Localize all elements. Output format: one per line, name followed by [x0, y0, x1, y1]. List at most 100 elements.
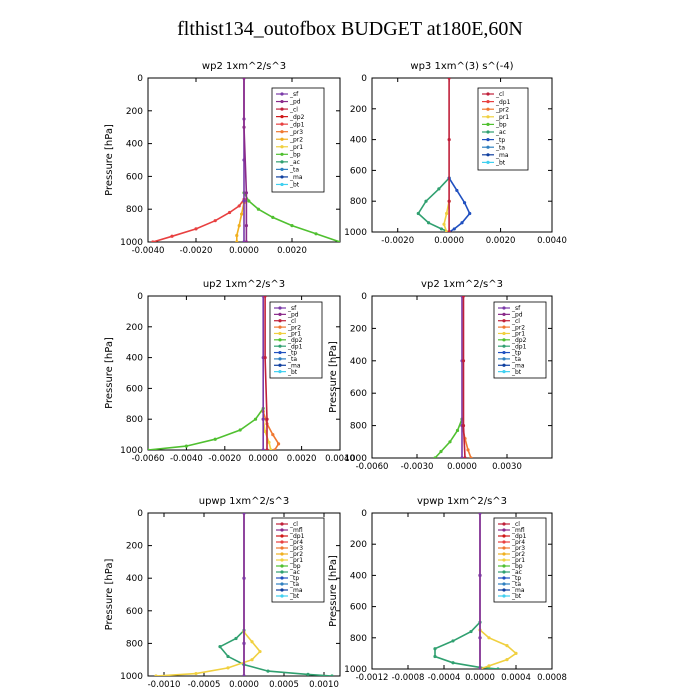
series-point	[447, 138, 451, 142]
chart-title: wp3 1xm^(3) s^(-4)	[410, 61, 513, 72]
legend-entry: _tp	[511, 575, 521, 582]
series-point	[439, 449, 443, 454]
series-point	[263, 296, 267, 298]
series-point	[505, 644, 509, 648]
y-tick-label: 600	[350, 603, 367, 613]
legend-entry: _pr2	[511, 324, 525, 331]
series-point	[218, 645, 222, 649]
y-tick-label: 200	[350, 105, 367, 115]
legend-marker	[280, 115, 284, 119]
series-group	[416, 78, 472, 232]
series-point	[240, 212, 244, 216]
legend-entry: _pr1	[495, 114, 509, 121]
series-point	[242, 576, 246, 580]
y-tick-label: 600	[126, 384, 143, 394]
y-tick-label: 800	[350, 422, 367, 432]
series-point	[314, 232, 318, 236]
legend-marker	[486, 160, 490, 164]
x-tick-label: 0.0040	[325, 454, 355, 464]
y-tick-label: 800	[350, 197, 367, 207]
y-axis-label: Pressure [hPa]	[328, 555, 339, 627]
legend-marker	[502, 522, 506, 526]
series-line-dp2	[148, 407, 264, 450]
series-point	[265, 448, 269, 450]
y-tick-label: 1000	[120, 238, 143, 248]
legend-marker	[280, 160, 284, 164]
x-tick-label: 0.0000	[229, 246, 259, 256]
series-point	[505, 658, 509, 662]
series-point	[258, 649, 262, 654]
series-point	[330, 674, 334, 676]
series-point	[462, 201, 467, 205]
series-point	[469, 629, 473, 634]
x-tick-label: -0.0020	[208, 454, 241, 464]
series-point	[226, 654, 230, 659]
legend-entry: _pr2	[495, 106, 509, 113]
legend-entry: _ta	[289, 167, 299, 174]
series-point	[247, 199, 251, 203]
legend-entry: _pr3	[289, 545, 303, 552]
legend-marker	[280, 99, 284, 104]
y-tick-label: 400	[350, 357, 367, 367]
legend-entry: _dp1	[289, 533, 305, 540]
y-tick-label: 400	[350, 571, 367, 581]
series-point	[250, 640, 254, 644]
legend-marker	[278, 350, 282, 355]
series-point	[478, 513, 482, 515]
legend-marker	[278, 331, 282, 336]
y-tick-label: 0	[361, 74, 367, 84]
series-point	[426, 221, 431, 225]
series-point	[444, 230, 449, 232]
chart-title: upwp 1xm^2/s^3	[199, 496, 289, 507]
page-title: flthist134_outofbox BUDGET at180E,60N	[177, 18, 523, 40]
legend-entry: _pr3	[289, 129, 303, 136]
legend-entry: _tp	[287, 350, 297, 357]
legend-marker	[278, 370, 282, 374]
legend-entry: _pr2	[511, 551, 525, 558]
legend-entry: _dp1	[287, 343, 303, 350]
series-point	[244, 224, 248, 228]
series-point	[228, 210, 232, 215]
legend-marker	[502, 344, 506, 348]
legend-entry: _bt	[511, 369, 522, 376]
series-point	[213, 437, 217, 441]
series-point	[151, 240, 155, 242]
legend-marker	[278, 344, 282, 348]
legend-entry: _cl	[511, 521, 520, 528]
x-tick-label: -0.0020	[180, 246, 213, 256]
series-line-cl	[462, 296, 466, 458]
chart-panel-1: wp2 1xm^2/s^3 Pressure [hPa] 0 200 400 600 800…	[104, 61, 341, 256]
legend-marker	[502, 338, 506, 342]
series-point	[338, 240, 340, 242]
y-tick-label: 600	[126, 607, 143, 617]
x-tick-label: -0.0008	[392, 673, 425, 683]
legend-marker	[486, 107, 490, 111]
legend-marker	[502, 576, 506, 580]
legend-marker	[280, 528, 284, 532]
y-tick-label: 1000	[344, 454, 367, 464]
legend-marker	[280, 582, 284, 586]
legend-entry: _pd	[289, 99, 301, 106]
series-line-tp	[448, 177, 471, 232]
y-tick-label: 0	[137, 292, 143, 302]
series-point	[496, 667, 500, 669]
legend-marker	[278, 325, 282, 329]
x-tick-label: 0.0000	[248, 454, 278, 464]
legend-entry: _ac	[495, 129, 506, 136]
y-tick-label: 0	[361, 509, 367, 519]
series-point	[416, 211, 420, 216]
series-line-cl	[264, 296, 268, 450]
x-tick-label: 0.0020	[277, 246, 307, 256]
legend-marker	[486, 100, 490, 104]
legend-entry: _ac	[289, 569, 300, 576]
y-axis-label: Pressure [hPa]	[104, 124, 115, 196]
legend-entry: _sf	[287, 305, 297, 312]
legend-marker	[280, 167, 284, 171]
series-point	[487, 636, 491, 640]
legend-marker	[278, 363, 282, 367]
series-point	[439, 227, 444, 231]
y-tick-label: 200	[126, 323, 143, 333]
series-line-dp2	[434, 418, 463, 458]
legend-marker	[502, 350, 506, 355]
legend-marker	[280, 145, 284, 149]
